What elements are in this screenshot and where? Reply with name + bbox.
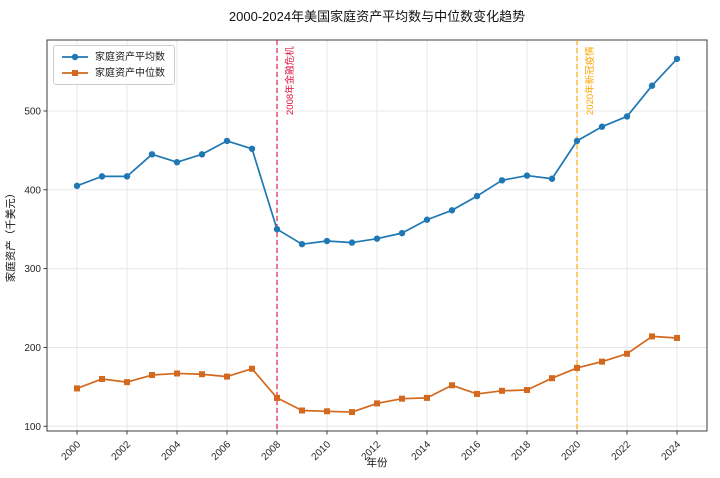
median-data-point <box>74 385 80 392</box>
mean-data-point <box>223 137 231 145</box>
mean-line-swatch-icon <box>62 53 88 61</box>
mean-data-point <box>573 137 581 145</box>
legend-label-median: 家庭资产中位数 <box>95 67 165 79</box>
median-data-point <box>499 387 505 394</box>
median-data-point <box>574 364 580 371</box>
mean-data-point <box>598 123 606 130</box>
x-axis-label: 年份 <box>367 456 388 469</box>
mean-data-point <box>673 55 681 63</box>
x-tick-label: 2002 <box>110 439 134 463</box>
median-data-point <box>249 365 255 372</box>
median-data-point <box>674 334 680 341</box>
median-data-point <box>649 333 655 340</box>
median-swatch-marker <box>72 70 78 76</box>
mean-data-point <box>323 237 331 245</box>
median-data-point <box>174 370 180 377</box>
x-tick-label: 2008 <box>260 439 284 463</box>
mean-data-point <box>98 173 106 180</box>
y-tick-label: 400 <box>24 185 41 196</box>
median-data-point <box>449 382 455 389</box>
mean-data-point <box>298 240 306 248</box>
median-data-point <box>99 375 105 382</box>
median-data-point <box>349 409 355 416</box>
mean-data-point <box>648 82 656 89</box>
mean-data-point <box>73 182 81 190</box>
x-tick-label: 2020 <box>560 439 584 463</box>
median-data-point <box>224 373 230 380</box>
median-data-point <box>524 387 530 394</box>
x-tick-label: 2014 <box>410 439 434 463</box>
median-line-swatch-icon <box>62 70 88 76</box>
mean-data-point <box>498 177 506 184</box>
mean-data-point <box>473 192 481 200</box>
mean-data-point <box>198 151 206 158</box>
mean-data-point <box>248 145 256 152</box>
legend: 家庭资产平均数 家庭资产中位数 <box>53 45 175 85</box>
median-data-point <box>274 394 280 401</box>
median-data-point <box>474 390 480 397</box>
mean-swatch-marker <box>71 53 79 61</box>
mean-data-point <box>398 229 406 237</box>
plot-area: 100 200 300 400 500 2000 2002 2004 2006 2008 2010 2… <box>24 39 708 463</box>
median-data-point <box>399 395 405 402</box>
chart-title: 2000-2024年美国家庭资产平均数与中位数变化趋势 <box>229 9 525 24</box>
mean-data-point <box>423 216 431 223</box>
median-data-point <box>124 379 130 386</box>
median-data-point <box>324 408 330 415</box>
annotation-label-financial-crisis: 2008年金融危机 <box>284 46 296 115</box>
x-tick-label: 2016 <box>460 439 484 463</box>
x-tick-label: 2018 <box>510 439 534 463</box>
x-tick-label: 2006 <box>210 439 234 463</box>
median-data-point <box>624 350 630 357</box>
x-tick-label: 2010 <box>310 439 334 463</box>
mean-data-point <box>373 235 381 242</box>
mean-data-point <box>273 225 281 233</box>
x-tick-label: 2000 <box>60 439 84 463</box>
mean-data-point <box>148 151 156 158</box>
median-data-point <box>424 394 430 401</box>
legend-item-median: 家庭资产中位数 <box>61 67 165 79</box>
x-tick-label: 2004 <box>160 439 184 463</box>
median-data-point <box>149 372 155 379</box>
legend-item-mean: 家庭资产平均数 <box>61 51 165 63</box>
mean-data-point <box>523 172 531 179</box>
y-tick-label: 100 <box>24 422 41 433</box>
x-tick-label: 2024 <box>660 439 684 463</box>
mean-data-point <box>123 173 131 180</box>
median-data-point <box>374 400 380 407</box>
y-tick-label: 200 <box>24 343 41 354</box>
annotation-label-covid-pandemic: 2020年新冠疫情 <box>584 46 596 115</box>
median-data-point <box>199 371 205 378</box>
legend-label-mean: 家庭资产平均数 <box>95 51 165 63</box>
y-tick-label: 300 <box>24 264 41 275</box>
median-data-point <box>599 358 605 365</box>
mean-data-point <box>623 113 631 120</box>
mean-data-point <box>448 207 456 214</box>
median-data-point <box>549 375 555 382</box>
mean-data-point <box>348 239 356 246</box>
median-data-point <box>299 407 305 414</box>
mean-data-point <box>548 175 556 182</box>
y-axis-label: 家庭资产（千美元） <box>4 188 17 283</box>
mean-data-point <box>173 158 181 166</box>
x-tick-label: 2022 <box>610 439 634 463</box>
y-tick-label: 500 <box>24 106 41 117</box>
